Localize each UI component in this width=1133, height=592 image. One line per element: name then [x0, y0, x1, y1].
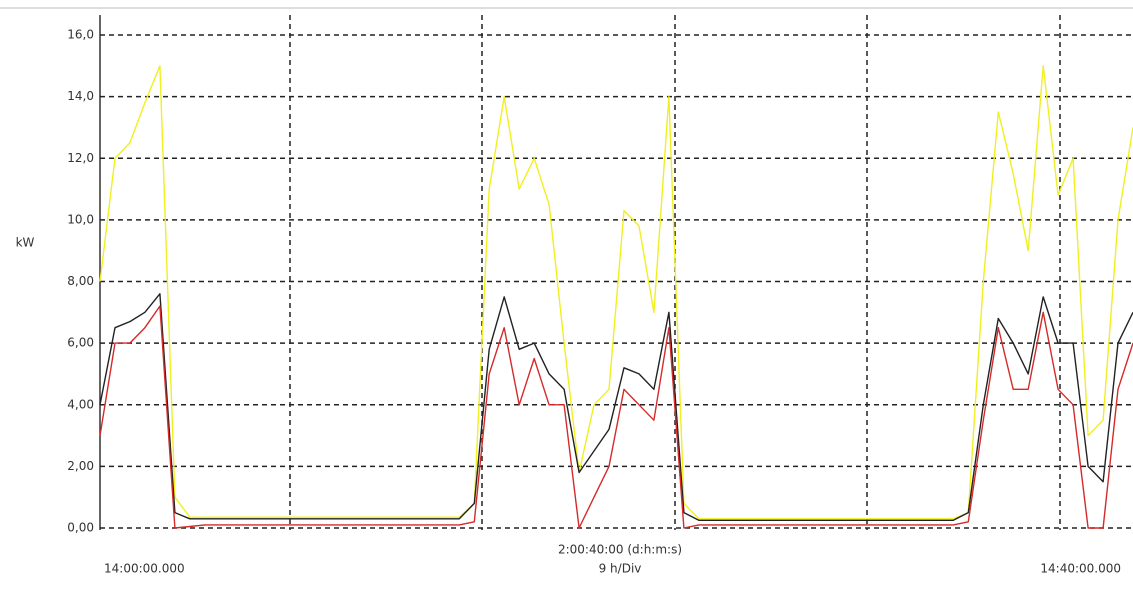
y-tick-label: 12,0: [67, 151, 94, 165]
y-tick-label: 4,00: [67, 397, 94, 411]
y-tick-label: 10,0: [67, 212, 94, 226]
series-line: [99, 305, 1133, 529]
y-tick-label: 14,0: [67, 89, 94, 103]
x-division: 9 h/Div: [599, 562, 642, 576]
series-line: [99, 65, 1133, 520]
x-axis-label: 2:00:40:00 (d:h:m:s): [558, 543, 682, 557]
vertical-grid: [289, 15, 1061, 530]
x-tick-label: 14:40:00.000: [1040, 562, 1121, 576]
y-tick-label: 8,00: [67, 274, 94, 288]
y-axis-label: kW: [16, 236, 35, 250]
series-line: [99, 293, 1133, 521]
y-tick-label: 6,00: [67, 336, 94, 350]
y-tick-label: 16,0: [67, 28, 94, 42]
y-tick-label: 2,00: [67, 459, 94, 473]
x-tick-label: 14:00:00.000: [104, 562, 185, 576]
y-tick-label: 0,00: [67, 521, 94, 535]
